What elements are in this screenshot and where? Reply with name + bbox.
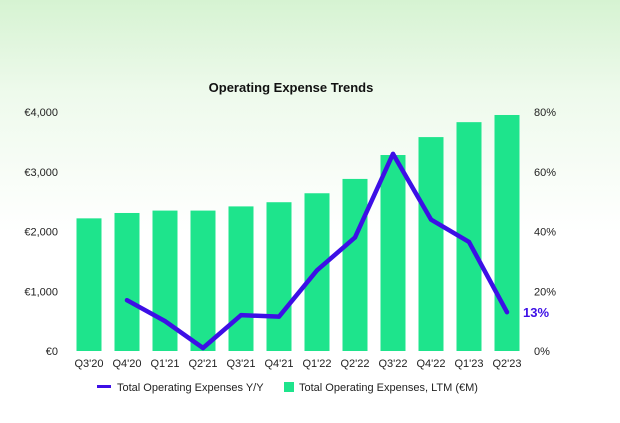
left-tick-label: €0 <box>46 346 58 358</box>
legend-line-label: Total Operating Expenses Y/Y <box>117 382 264 394</box>
bar <box>114 212 140 351</box>
line-point <box>467 239 471 244</box>
x-tick-label: Q4'21 <box>264 358 293 370</box>
end-value-label: 13% <box>523 305 549 320</box>
x-tick-label: Q3'22 <box>378 358 407 370</box>
legend-bar-label: Total Operating Expenses, LTM (€M) <box>299 382 478 394</box>
bar <box>266 202 292 351</box>
line-point <box>125 298 129 303</box>
bar <box>76 218 102 351</box>
right-tick-label: 40% <box>534 227 556 239</box>
line-point <box>505 310 509 315</box>
left-tick-label: €1,000 <box>24 286 58 298</box>
x-tick-label: Q3'21 <box>226 358 255 370</box>
line-point <box>315 268 319 273</box>
legend-line-swatch <box>97 385 111 388</box>
line-point <box>239 313 243 318</box>
x-tick-label: Q4'20 <box>112 358 141 370</box>
right-tick-label: 0% <box>534 346 550 358</box>
line-point <box>277 314 281 319</box>
chart-title: Operating Expense Trends <box>209 80 374 95</box>
left-axis: €0 €1,000 €2,000 €3,000 €4,000 <box>24 107 58 358</box>
line-series <box>124 151 510 351</box>
x-tick-label: Q3'20 <box>74 358 103 370</box>
x-tick-label: Q2'22 <box>340 358 369 370</box>
right-tick-label: 20% <box>534 286 556 298</box>
x-tick-label: Q2'21 <box>188 358 217 370</box>
legend: Total Operating Expenses Y/Y Total Opera… <box>97 382 478 394</box>
line-point <box>201 346 205 351</box>
bar <box>342 178 368 351</box>
x-axis: Q3'20 Q4'20 Q1'21 Q2'21 Q3'21 Q4'21 Q1'22 Q2'22… <box>74 358 521 370</box>
x-tick-label: Q2'23 <box>492 358 521 370</box>
left-tick-label: €4,000 <box>24 107 58 119</box>
bar <box>228 206 254 351</box>
bar <box>190 210 216 351</box>
line-point <box>163 319 167 324</box>
line-point <box>429 217 433 222</box>
x-tick-label: Q4'22 <box>416 358 445 370</box>
right-tick-label: 60% <box>534 167 556 179</box>
line-point <box>391 151 395 156</box>
right-tick-label: 80% <box>534 107 556 119</box>
left-tick-label: €3,000 <box>24 167 58 179</box>
line-point <box>353 235 357 240</box>
x-tick-label: Q1'22 <box>302 358 331 370</box>
x-tick-label: Q1'23 <box>454 358 483 370</box>
bar <box>380 155 406 351</box>
legend-bar-swatch <box>284 382 294 392</box>
right-axis: 0% 20% 40% 60% 80% <box>534 107 556 358</box>
x-tick-label: Q1'21 <box>150 358 179 370</box>
left-tick-label: €2,000 <box>24 227 58 239</box>
bar <box>494 114 520 351</box>
bar <box>418 137 444 351</box>
